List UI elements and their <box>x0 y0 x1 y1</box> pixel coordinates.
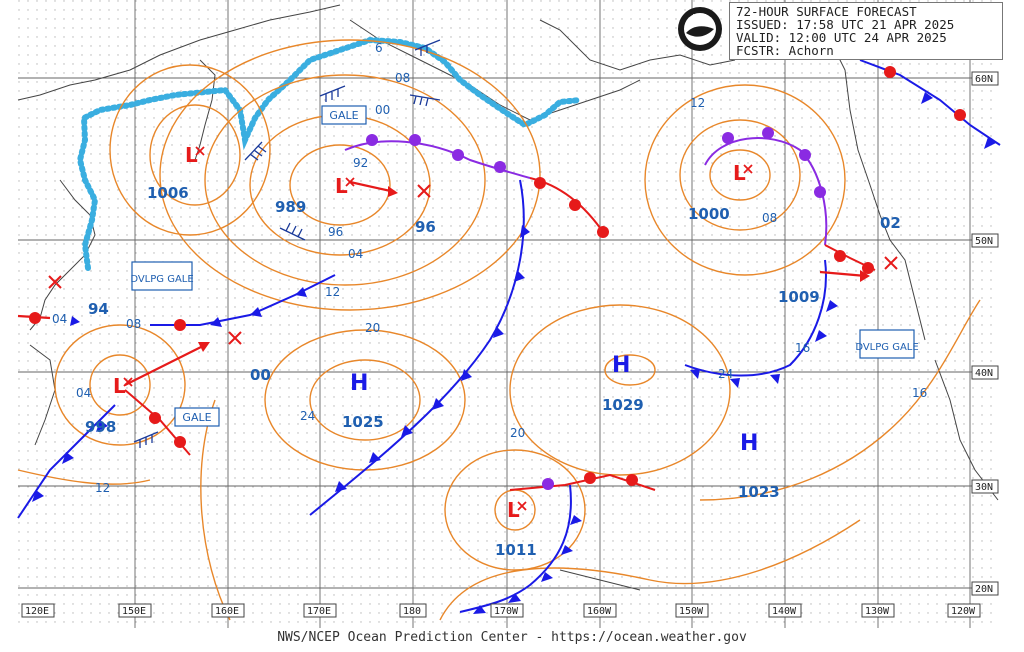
warning-boxes: GALE DVLPG GALE GALE DVLPG GALE <box>130 105 919 427</box>
isobar-label: 04 <box>52 312 67 326</box>
isobar-label: 00 <box>250 366 271 384</box>
footer-credit: NWS/NCEP Ocean Prediction Center - https… <box>277 630 747 645</box>
gale-warning: GALE <box>182 411 211 424</box>
high-letter: H <box>740 431 758 456</box>
isobar-label: 1009 <box>778 288 820 306</box>
lon-label: 120E <box>25 606 49 617</box>
forecaster: FCSTR: Achorn <box>736 43 834 58</box>
cold-front-south <box>459 484 572 613</box>
isobar-label: 20 <box>365 321 380 335</box>
isobar-label: 12 <box>325 285 340 299</box>
lon-label: 160W <box>587 606 612 617</box>
low-letter: L <box>507 498 520 522</box>
isobar-label: 16 <box>912 386 927 400</box>
pressure-value: 1023 <box>738 483 780 501</box>
lon-label: 120W <box>951 606 976 617</box>
lat-label: 40N <box>975 368 993 379</box>
lon-label: 140W <box>772 606 797 617</box>
wind-barbs <box>133 39 441 448</box>
lon-label: 150E <box>122 606 146 617</box>
isobar-label: 24 <box>718 367 733 381</box>
lat-label: 20N <box>975 584 993 595</box>
lon-label: 160E <box>215 606 239 617</box>
noaa-logo-text: NOAA <box>693 14 708 20</box>
pressure-value: 1006 <box>147 184 189 202</box>
isobar-label: 24 <box>300 409 315 423</box>
gale-warning: GALE <box>329 109 358 122</box>
isobar-label: 12 <box>690 96 705 110</box>
pressure-value: 1029 <box>602 396 644 414</box>
pressure-value: 998 <box>85 418 116 436</box>
pressure-center-values: 1006 989 998 1000 1011 1025 1029 1023 <box>85 184 780 559</box>
low-letter: L <box>335 174 348 198</box>
pressure-center-letters: L L L L L H H H <box>113 143 758 522</box>
occluded-front-east <box>704 137 828 246</box>
cold-front-east <box>684 259 827 377</box>
isobar-label: 16 <box>795 341 810 355</box>
forecast-header-box: 72-HOUR SURFACE FORECAST ISSUED: 17:58 U… <box>729 2 1003 60</box>
isobar-label: 92 <box>353 156 368 170</box>
low-letter: L <box>113 374 126 398</box>
pressure-value: 1000 <box>688 205 730 223</box>
noaa-logo-icon: NOAA <box>678 7 722 51</box>
storm-motion-arrows <box>17 180 870 386</box>
pressure-value: 1011 <box>495 541 537 559</box>
forecast-position-x-markers <box>48 184 898 345</box>
latitude-labels: 60N 50N 40N 30N 20N <box>971 71 999 596</box>
lat-label: 30N <box>975 482 993 493</box>
isobar-label: 96 <box>415 218 436 236</box>
low-letter: L <box>733 161 746 185</box>
lon-label: 130W <box>865 606 890 617</box>
isobar-label: 08 <box>126 317 141 331</box>
forecast-title: 72-HOUR SURFACE FORECAST <box>736 4 917 19</box>
lon-label: 180 <box>403 606 421 617</box>
isobar-label: 08 <box>395 71 410 85</box>
front-symbols <box>29 66 996 614</box>
high-letter: H <box>350 371 368 396</box>
isobar-label: 20 <box>510 426 525 440</box>
coastlines <box>17 4 999 591</box>
pressure-value: 989 <box>275 198 306 216</box>
lat-lon-graticule <box>18 0 998 628</box>
low-letter: L <box>185 143 198 167</box>
dot-grid-background <box>18 0 998 628</box>
isobar-label: 02 <box>880 214 901 232</box>
isobar-label: 12 <box>95 481 110 495</box>
isobar-labels: 00 08 92 96 04 12 20 24 16 02 08 16 12 2… <box>52 41 927 495</box>
isobar-label: 08 <box>762 211 777 225</box>
isobar-label: 6 <box>375 41 383 55</box>
dvlpg-gale-warning: DVLPG GALE <box>855 342 918 353</box>
lon-label: 170W <box>494 606 519 617</box>
isobar-label: 04 <box>76 386 91 400</box>
isobar-label: 94 <box>88 300 109 318</box>
low-center-x-marks <box>123 146 753 511</box>
valid-time: VALID: 12:00 UTC 24 APR 2025 <box>736 30 947 45</box>
lon-label: 170E <box>307 606 331 617</box>
high-letter: H <box>612 353 630 378</box>
isobar-label: 96 <box>328 225 343 239</box>
dvlpg-gale-warning: DVLPG GALE <box>130 274 193 285</box>
lat-label: 50N <box>975 236 993 247</box>
isobar-label: 00 <box>375 103 390 117</box>
isobar-label: 04 <box>348 247 363 261</box>
ice-edge <box>76 36 583 271</box>
lon-label: 150W <box>679 606 704 617</box>
issued-time: ISSUED: 17:58 UTC 21 APR 2025 <box>736 17 955 32</box>
lat-label: 60N <box>975 74 993 85</box>
pressure-value: 1025 <box>342 413 384 431</box>
longitude-labels: 120E 150E 160E 170E 180 170W 160W 150W 1… <box>21 603 981 618</box>
